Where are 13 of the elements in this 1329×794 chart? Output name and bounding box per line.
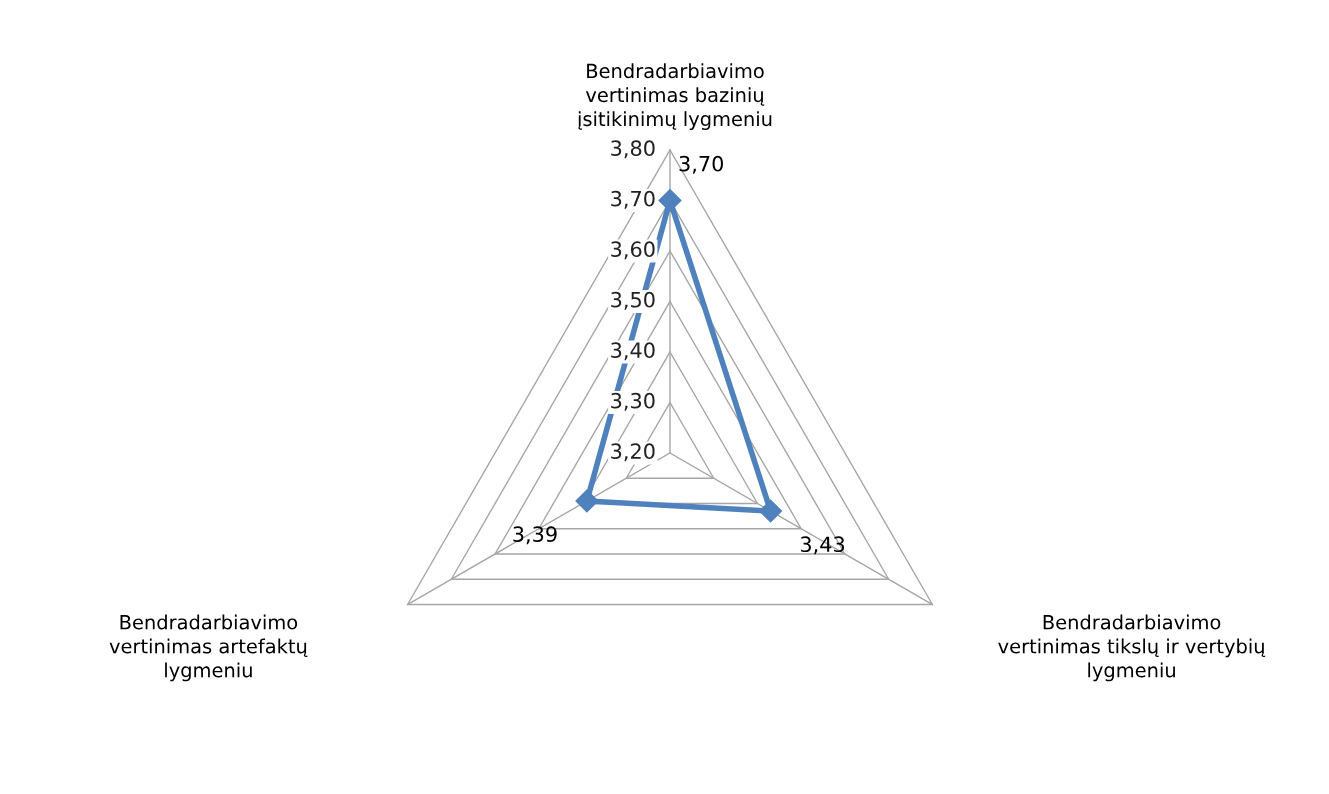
- spoke-label: Bendradarbiavimo vertinimas tikslų ir vertybių lygmeniu: [998, 614, 1266, 682]
- y-tick-label: 3,60: [611, 241, 655, 260]
- spoke-label: Bendradarbiavimo vertinimas artefaktų lygmeniu: [109, 614, 308, 682]
- y-tick-label: 3,80: [611, 140, 655, 159]
- y-tick-label: 3,70: [611, 190, 655, 209]
- y-tick-label: 3,20: [611, 443, 655, 462]
- data-label: 3,39: [513, 526, 557, 545]
- data-label: 3,43: [800, 536, 845, 555]
- spoke-label: Bendradarbiavimo vertinimas bazinių įsitikinimų lygmeniu: [578, 63, 772, 130]
- y-tick-label: 3,40: [611, 342, 655, 361]
- y-tick-label: 3,50: [611, 291, 655, 310]
- data-label: 3,70: [679, 155, 723, 174]
- y-tick-label: 3,30: [611, 392, 655, 411]
